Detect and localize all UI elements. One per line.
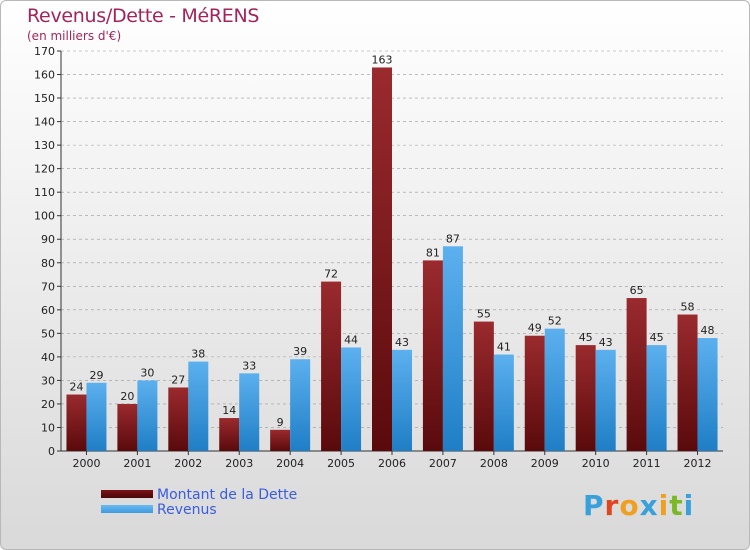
data-label-debt-2010: 45 [579,331,593,344]
bar-revenus-2008 [493,354,514,451]
legend-label-debt: Montant de la Dette [157,487,298,503]
logo-letter: i [683,489,695,522]
bar-debt-2012 [677,314,698,451]
data-label-revenus-2012: 48 [701,324,715,337]
y-tick-label-40: 40 [41,351,55,364]
data-label-revenus-2008: 41 [497,341,511,354]
data-label-debt-2009: 49 [528,322,542,335]
bar-revenus-2001 [137,380,158,451]
logo-letter: i [658,489,670,522]
data-label-debt-2001: 20 [120,390,134,403]
x-tick-label-2001: 2001 [123,457,151,470]
x-tick-label-2003: 2003 [225,457,253,470]
data-label-revenus-2004: 39 [293,345,307,358]
bar-revenus-2009 [544,328,565,451]
y-tick-label-60: 60 [41,304,55,317]
data-label-debt-2003: 14 [222,404,236,417]
y-tick-label-10: 10 [41,421,55,434]
y-tick-label-110: 110 [34,186,55,199]
bar-debt-2006 [372,67,392,452]
x-tick-label-2005: 2005 [327,457,355,470]
x-tick-label-2011: 2011 [633,457,661,470]
y-tick-label-50: 50 [41,327,55,340]
x-tick-label-2012: 2012 [684,457,712,470]
y-tick-label-0: 0 [48,445,55,458]
x-tick-label-2009: 2009 [531,457,559,470]
data-label-debt-2004: 9 [277,416,284,429]
bar-revenus-2003 [239,373,260,451]
bar-revenus-2004 [290,359,311,451]
logo-letter: t [669,489,684,522]
bar-debt-2010 [575,345,596,451]
data-label-debt-2005: 72 [324,268,338,281]
y-tick-label-150: 150 [34,92,55,105]
y-tick-label-140: 140 [34,116,55,129]
x-tick-label-2000: 2000 [72,457,100,470]
data-label-revenus-2010: 43 [599,336,613,349]
data-label-revenus-2006: 43 [395,336,409,349]
data-label-revenus-2009: 52 [548,315,562,328]
y-tick-label-20: 20 [41,398,55,411]
logo-letter: x [639,489,659,522]
bar-debt-2008 [473,321,494,451]
data-label-debt-2002: 27 [171,373,185,386]
legend-swatch-debt [101,490,153,498]
bar-debt-2009 [524,335,545,451]
data-label-debt-2008: 55 [477,308,491,321]
y-tick-label-30: 30 [41,374,55,387]
legend-swatch-revenus [101,505,153,513]
chart-title: Revenus/Dette - MéRENS [27,5,260,27]
x-tick-label-2002: 2002 [174,457,202,470]
logo-letter: P [583,489,605,522]
x-tick-label-2007: 2007 [429,457,457,470]
y-tick-label-130: 130 [34,139,55,152]
data-label-revenus-2002: 38 [191,348,205,361]
data-label-revenus-2007: 87 [446,232,460,245]
y-tick-label-80: 80 [41,257,55,270]
bar-revenus-2012 [697,338,718,451]
bar-debt-2007 [422,260,443,451]
x-tick-label-2004: 2004 [276,457,304,470]
y-tick-label-160: 160 [34,69,55,82]
logo-letter: o [619,489,640,522]
data-label-debt-2012: 58 [681,301,695,314]
y-tick-label-120: 120 [34,163,55,176]
y-tick-label-100: 100 [34,210,55,223]
bar-debt-2005 [321,281,342,451]
bar-debt-2001 [117,403,138,451]
bar-debt-2004 [270,429,291,451]
bar-debt-2003 [219,418,240,451]
data-label-revenus-2001: 30 [140,366,154,379]
bar-debt-2000 [66,394,87,451]
bar-revenus-2002 [188,361,209,451]
data-label-revenus-2011: 45 [650,331,664,344]
data-label-debt-2000: 24 [69,381,83,394]
bar-revenus-2010 [595,349,616,451]
chart-subtitle: (en milliers d'€) [27,29,122,43]
x-tick-label-2008: 2008 [480,457,508,470]
x-tick-label-2006: 2006 [378,457,406,470]
data-label-debt-2011: 65 [630,284,644,297]
bar-revenus-2006 [392,349,412,451]
y-tick-label-170: 170 [34,45,55,58]
bar-revenus-2011 [646,345,667,451]
data-label-debt-2007: 81 [426,246,440,259]
data-label-debt-2006: 163 [372,53,393,66]
bar-debt-2002 [168,387,189,451]
bar-revenus-2000 [86,382,107,451]
legend-label-revenus: Revenus [157,502,217,518]
data-label-revenus-2003: 33 [242,359,256,372]
bar-revenus-2005 [341,347,362,451]
bar-revenus-2007 [442,246,463,451]
logo-letter: r [604,489,620,522]
data-label-revenus-2000: 29 [89,369,103,382]
x-tick-label-2010: 2010 [582,457,610,470]
data-label-revenus-2005: 44 [344,333,358,346]
y-tick-label-70: 70 [41,280,55,293]
y-tick-label-90: 90 [41,233,55,246]
bar-debt-2011 [626,298,647,451]
proxiti-logo: Proxiti [583,489,694,522]
